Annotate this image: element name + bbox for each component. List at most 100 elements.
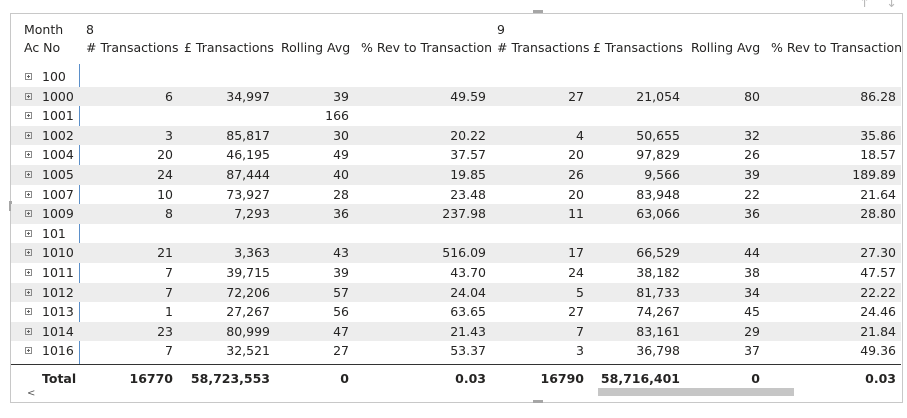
resize-handle-top[interactable] [533,10,543,13]
table-cell: 63.65 [450,304,486,320]
table-cell: 44 [744,245,760,261]
account-number[interactable]: 1013 [42,304,74,320]
table-cell: 57 [333,284,349,300]
table-cell: 32 [744,127,760,143]
column-header[interactable]: # Transactions [497,40,590,55]
expand-plus-icon[interactable] [25,92,32,100]
expand-plus-icon[interactable] [25,112,32,120]
total-cell: 0.03 [455,371,486,386]
table-cell: 23 [157,323,173,339]
expand-plus-icon[interactable] [25,151,32,159]
account-number[interactable]: 1009 [42,206,74,222]
expand-plus-icon[interactable] [25,73,32,80]
table-cell: 24 [568,265,584,280]
account-number[interactable]: 1014 [42,323,74,339]
expand-plus-icon[interactable] [25,190,32,198]
table-cell: 49 [333,147,349,163]
total-cell: 0 [751,371,760,386]
table-cell: 43 [333,245,349,261]
expand-plus-icon[interactable] [25,171,32,178]
expand-plus-icon[interactable] [25,308,32,316]
table-cell: 11 [568,206,584,222]
table-cell: 237.98 [442,206,486,222]
table-cell: 4 [576,127,584,143]
column-header[interactable]: % Rev to Transaction [361,40,493,55]
row-header-acno: Ac No [24,40,61,55]
column-header[interactable]: £ Transactions [184,40,274,55]
account-number[interactable]: 1000 [42,88,74,104]
table-cell: 24 [157,167,173,182]
table-cell: 20 [568,186,584,202]
table-cell: 23.48 [450,186,486,202]
account-number[interactable]: 101 [42,225,66,241]
table-cell: 22 [744,186,760,202]
column-header[interactable]: Rolling Avg [281,40,351,55]
table-cell: 21.84 [860,323,896,339]
expand-plus-icon[interactable] [25,347,32,355]
table-cell: 38 [744,265,760,280]
column-header[interactable]: £ Transactions [593,40,683,55]
table-cell: 39,715 [226,265,270,280]
resize-handle-bottom[interactable] [533,400,543,403]
month-8-header[interactable]: 8 [86,22,94,37]
table-cell: 27 [333,343,349,359]
column-header[interactable]: Rolling Avg [691,40,761,55]
table-row [11,165,901,185]
account-number[interactable]: 1002 [42,127,74,143]
resize-handle-left[interactable] [9,201,12,211]
total-cell: 58,716,401 [600,371,680,386]
table-cell: 30 [333,127,349,143]
table-cell: 21 [157,245,173,261]
horizontal-scrollbar-thumb[interactable] [598,388,794,396]
table-cell: 21,054 [636,88,680,104]
table-cell: 1 [165,304,173,320]
table-cell: 24.04 [450,284,486,300]
table-cell: 8 [165,206,173,222]
total-cell: 16790 [540,371,585,386]
table-cell: 39 [333,88,349,104]
account-number[interactable]: 1001 [42,108,74,124]
table-cell: 80,999 [226,323,270,339]
account-number[interactable]: 1012 [42,284,74,300]
expand-plus-icon[interactable] [25,327,32,335]
account-number[interactable]: 1005 [42,167,74,182]
table-cell: 83,161 [636,323,680,339]
table-row [11,282,901,303]
expand-plus-icon[interactable] [25,210,32,218]
table-cell: 66,529 [636,245,680,261]
expand-plus-icon[interactable] [25,288,32,296]
table-row [11,243,901,263]
column-header[interactable]: % Rev to Transaction [771,40,903,55]
table-cell: 28 [333,186,349,202]
table-cell: 22.22 [860,284,896,300]
table-row [11,67,901,87]
account-number[interactable]: 100 [42,69,66,84]
scroll-left-icon[interactable]: < [27,388,36,399]
expand-plus-icon[interactable] [25,229,32,237]
table-cell: 27,267 [226,304,270,320]
table-row [11,125,901,146]
account-number[interactable]: 1007 [42,186,74,202]
account-number[interactable]: 1010 [42,245,74,261]
table-cell: 26 [568,167,584,182]
table-row [11,224,901,244]
table-cell: 21.43 [450,323,486,339]
table-cell: 26 [744,147,760,163]
table-cell: 18.57 [860,147,896,163]
table-cell: 34,997 [226,88,270,104]
sort-arrows-icon[interactable]: ↑ ↓ [859,0,903,11]
account-number[interactable]: 1011 [42,265,74,280]
column-header[interactable]: # Transactions [86,40,179,55]
month-9-header[interactable]: 9 [497,22,505,37]
table-cell: 189.89 [852,167,896,182]
table-cell: 36 [333,206,349,222]
table-cell: 74,267 [636,304,680,320]
expand-plus-icon[interactable] [25,269,32,276]
table-cell: 27 [568,304,584,320]
account-number[interactable]: 1016 [42,343,74,359]
expand-plus-icon[interactable] [25,249,32,257]
expand-plus-icon[interactable] [25,131,32,139]
table-cell: 516.09 [442,245,486,261]
table-cell: 3 [165,127,173,143]
account-number[interactable]: 1004 [42,147,74,163]
